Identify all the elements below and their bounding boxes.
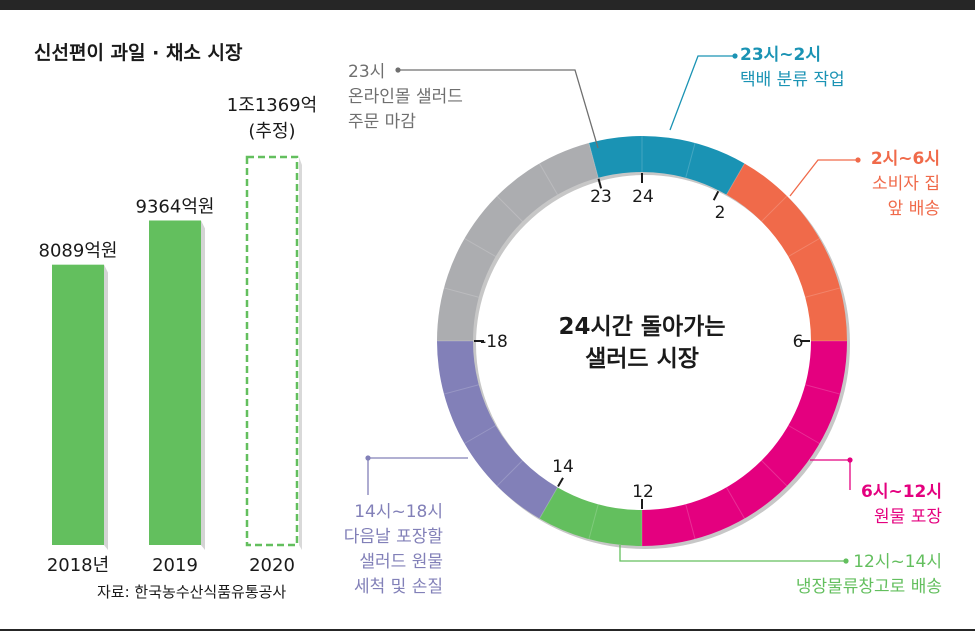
leader-line xyxy=(669,55,735,131)
bar xyxy=(149,220,201,545)
bar-value-label: 9364억원 xyxy=(136,196,215,217)
hour-divider xyxy=(685,142,696,178)
callout-time: 23시 xyxy=(348,62,385,82)
hour-divider xyxy=(539,487,558,519)
hour-divider xyxy=(496,460,523,487)
hour-divider xyxy=(539,163,558,195)
chart-title: 신선편이 과일 · 채소 시장 xyxy=(34,42,243,64)
bar-value-label: 1조1369억 xyxy=(227,95,317,116)
callout-desc: 냉장물류창고로 배송 xyxy=(796,577,942,597)
callout-time: 14시~18시 xyxy=(354,502,443,522)
top-border xyxy=(0,0,975,10)
hour-tick-label: 6 xyxy=(793,332,804,352)
callout-desc: 세척 및 손질 xyxy=(354,577,443,597)
leader-dot xyxy=(365,455,371,461)
callout-desc: 원물 포장 xyxy=(874,507,942,527)
bar xyxy=(52,264,104,545)
leader-dot xyxy=(855,157,861,163)
x-tick-label: 2019 xyxy=(152,555,198,576)
callout-desc: 택배 분류 작업 xyxy=(740,70,845,90)
callout-desc: 샐러드 원물 xyxy=(359,552,443,572)
hour-divider xyxy=(464,425,496,444)
ring-segment xyxy=(437,142,599,341)
hour-tick xyxy=(597,178,603,189)
source-note: 자료: 한국농수산식품유통공사 xyxy=(97,583,286,601)
hour-divider xyxy=(805,384,841,395)
leader-dot xyxy=(847,457,853,463)
ring-segment xyxy=(588,135,745,195)
leader-line xyxy=(398,69,599,149)
bar-estimated xyxy=(245,155,299,547)
ring-segment xyxy=(726,163,847,341)
ring-center-title: 24시간 돌아가는 xyxy=(559,314,726,340)
hour-divider xyxy=(496,195,523,222)
hour-divider xyxy=(788,238,820,257)
callout-desc: 온라인몰 샐러드 xyxy=(348,87,463,107)
hour-divider xyxy=(805,287,841,298)
hour-divider xyxy=(588,504,599,540)
ring-segment xyxy=(437,341,558,519)
leader-dot xyxy=(732,53,738,59)
bar-shadow xyxy=(299,157,302,550)
hour-tick xyxy=(557,477,564,487)
hour-divider xyxy=(685,504,696,540)
x-tick-label: 2018년 xyxy=(47,555,109,576)
leader-dot xyxy=(843,558,849,564)
bar-chart: 8089억원 2018년 9364억원 2019 1조1369억 (추정) 2020 xyxy=(39,95,318,576)
bar-value-sublabel: (추정) xyxy=(248,121,295,142)
bottom-border xyxy=(0,629,975,631)
hour-divider xyxy=(443,384,479,395)
callout-desc: 주문 마감 xyxy=(348,112,416,132)
hour-tick xyxy=(712,190,720,201)
hour-divider xyxy=(761,460,788,487)
leader-dot xyxy=(395,67,401,73)
hour-tick-label: -18 xyxy=(480,332,508,352)
ring-segment xyxy=(642,341,847,546)
callout-time: 23시~2시 xyxy=(740,45,821,65)
leader-line xyxy=(619,545,846,562)
hour-divider xyxy=(726,487,745,519)
hour-tick-label: 23 xyxy=(590,187,612,207)
bar-value-label: 8089억원 xyxy=(39,241,118,262)
hour-divider xyxy=(726,163,745,195)
callout-time: 2시~6시 xyxy=(871,149,940,169)
bar-shadow xyxy=(201,220,205,550)
hour-tick-label: 2 xyxy=(715,203,726,223)
hour-divider xyxy=(588,142,599,178)
hour-divider xyxy=(788,425,820,444)
bar-shadow xyxy=(104,264,108,550)
callout-desc: 다음날 포장할 xyxy=(344,527,444,547)
ring-center-title: 샐러드 시장 xyxy=(585,346,699,372)
leader-line xyxy=(789,159,858,197)
callout-desc: 앞 배송 xyxy=(888,199,940,219)
leader-line xyxy=(367,457,468,495)
hour-tick-label: 14 xyxy=(552,457,574,477)
ring-segment xyxy=(539,487,642,546)
hour-tick-label: 24 xyxy=(632,187,654,207)
callout-desc: 소비자 집 xyxy=(872,174,940,194)
callout-time: 12시~14시 xyxy=(853,552,942,572)
hour-divider xyxy=(464,238,496,257)
hour-tick-label: 12 xyxy=(632,482,654,502)
leader-line xyxy=(810,459,851,490)
hour-divider xyxy=(443,287,479,298)
x-tick-label: 2020 xyxy=(249,555,295,576)
hour-divider xyxy=(761,195,788,222)
callout-time: 6시~12시 xyxy=(861,482,942,502)
